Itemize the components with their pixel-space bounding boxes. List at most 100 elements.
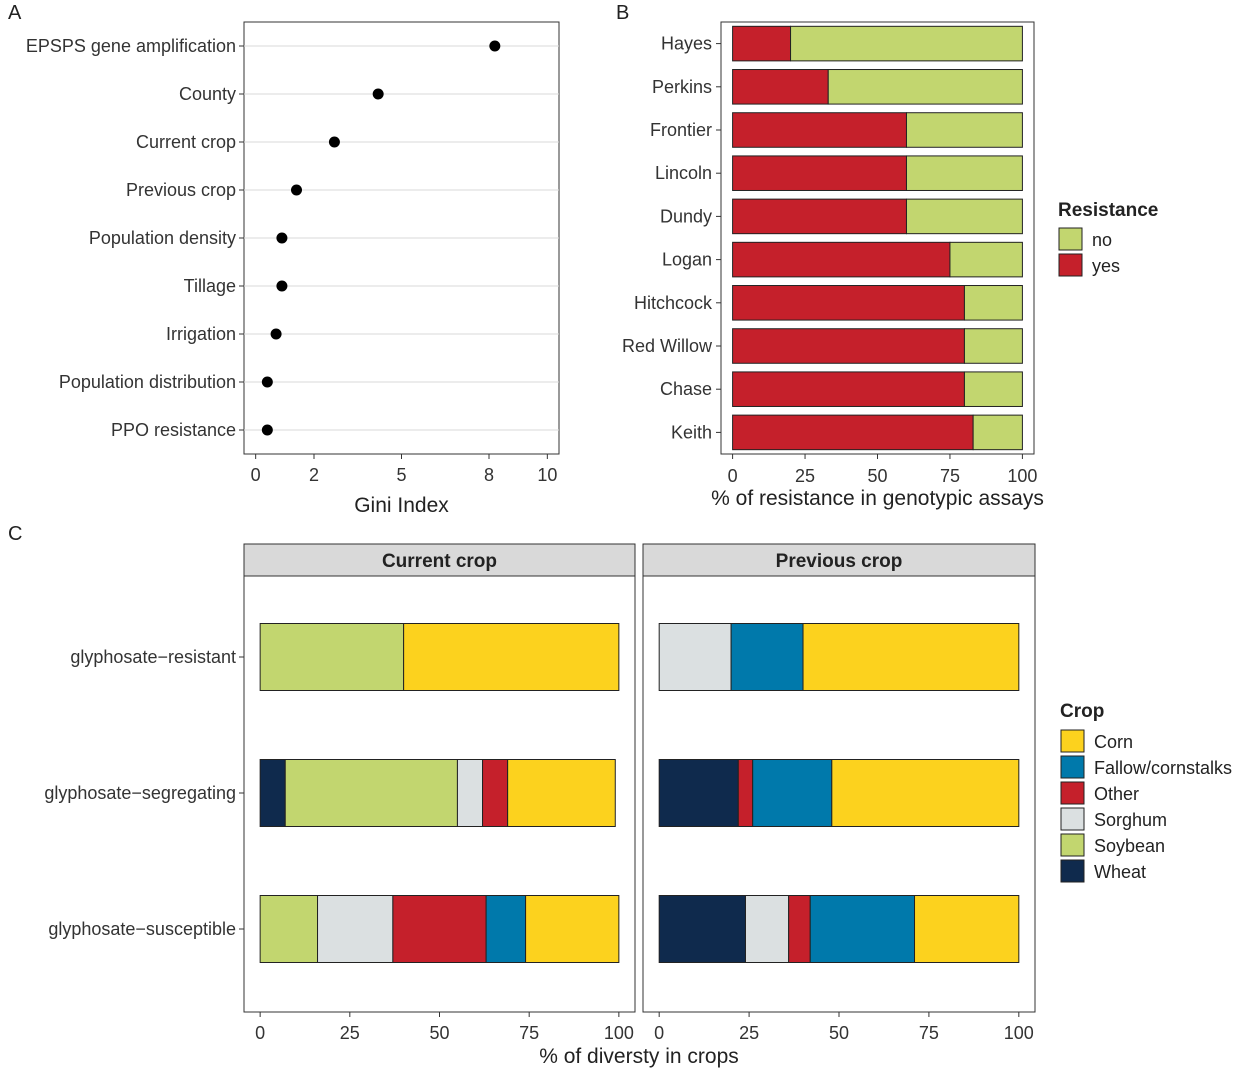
panel-c-bar-previous-crop-glyphosate-segregating-other — [737, 759, 754, 827]
panel-c-label-glyphosate-segregating: glyphosate−segregating — [44, 783, 236, 803]
panel-c-x-tick-label: 100 — [1004, 1023, 1034, 1043]
panel-c-bar-current-crop-glyphosate-segregating-corn — [507, 759, 616, 827]
panel-c-bar-previous-crop-glyphosate-susceptible-sorghum — [744, 895, 790, 963]
panel-c-x-tick-label: 0 — [654, 1023, 664, 1043]
panel-a-x-tick-label: 0 — [251, 465, 261, 485]
panel-b-bar-dundy-yes — [732, 198, 907, 235]
panel-b-legend-title: Resistance — [1058, 200, 1158, 221]
panel-c-bar-previous-crop-glyphosate-resistant-fallow-cornstalks — [730, 623, 804, 691]
panel-b-x-tick-label: 25 — [795, 466, 815, 486]
panel-a-label-ppo-resistance: PPO resistance — [111, 420, 236, 440]
panel-a-x-tick-label: 2 — [309, 465, 319, 485]
panel-b-bar-hayes-no — [790, 25, 1023, 62]
panel-b-resistance-bars: Hayes Perkins Frontier Lincoln Dundy Logan Hit… — [622, 21, 1158, 510]
panel-a-label-county: County — [179, 84, 236, 104]
panel-c-bar-previous-crop-glyphosate-resistant-sorghum — [658, 623, 732, 691]
panel-c-strip-previous-crop — [642, 543, 1036, 577]
panel-b-legend-label-no: no — [1092, 230, 1112, 250]
panel-c-x-tick-label: 100 — [604, 1023, 634, 1043]
panel-label-b: B — [616, 2, 629, 24]
panel-c-x-tick-label: 50 — [829, 1023, 849, 1043]
panel-a-point-county — [372, 88, 384, 100]
panel-a-label-population-distribution: Population distribution — [59, 372, 236, 392]
panel-label-c: C — [8, 523, 22, 545]
panel-c-legend-label-soybean: Soybean — [1094, 836, 1165, 856]
panel-c-legend-swatch-sorghum — [1060, 807, 1085, 831]
panel-b-x-tick-label: 50 — [867, 466, 887, 486]
panel-a-point-previous-crop — [291, 184, 302, 196]
panel-c-bar-current-crop-glyphosate-susceptible-sorghum — [317, 895, 394, 963]
panel-c-legend-swatch-fallow-cornstalks — [1060, 755, 1085, 779]
panel-a-point-epsps-gene-amplification — [489, 40, 501, 52]
panel-b-label-logan: Logan — [662, 250, 712, 270]
panel-c-strip-label-current-crop: Current crop — [382, 551, 497, 572]
panel-b-legend-swatch-yes — [1058, 253, 1083, 277]
panel-c-x-tick-label: 0 — [255, 1023, 265, 1043]
panel-b-bar-perkins-no — [827, 69, 1023, 105]
panel-b-label-lincoln: Lincoln — [655, 163, 712, 183]
panel-c-legend-swatch-corn — [1060, 729, 1085, 753]
panel-b-label-chase: Chase — [660, 379, 712, 399]
panel-a-x-tick-label: 5 — [396, 465, 406, 485]
panel-a-gini-dotplot: EPSPS gene amplification County Current cr… — [26, 21, 560, 517]
panel-c-bar-previous-crop-glyphosate-susceptible-corn — [914, 895, 1020, 963]
panel-c-legend-label-wheat: Wheat — [1094, 862, 1146, 882]
panel-c-legend-label-corn: Corn — [1094, 732, 1133, 752]
panel-b-x-axis-title: % of resistance in genotypic assays — [711, 487, 1044, 510]
panel-c-bar-current-crop-glyphosate-resistant-corn — [403, 623, 620, 691]
panel-c-bar-current-crop-glyphosate-segregating-sorghum — [456, 759, 484, 827]
panel-b-bar-chase-yes — [732, 371, 965, 407]
panel-c-x-tick-label: 75 — [919, 1023, 939, 1043]
panel-c-bar-previous-crop-glyphosate-segregating-corn — [831, 759, 1020, 827]
panel-a-point-ppo-resistance — [261, 424, 273, 436]
panel-b-bar-hayes-yes — [732, 25, 792, 62]
panel-c-bar-current-crop-glyphosate-segregating-wheat — [259, 759, 286, 827]
panel-b-x-tick-label: 100 — [1007, 466, 1037, 486]
panel-c-facet-current-crop: Current crop 0 25 50 75 100 — [243, 543, 636, 1043]
panel-c-bar-current-crop-glyphosate-susceptible-other — [392, 895, 487, 963]
panel-b-bar-logan-yes — [732, 241, 951, 278]
panel-a-point-current-crop — [328, 136, 340, 148]
panel-c-legend-label-other: Other — [1094, 784, 1139, 804]
panel-b-bar-hitchcock-no — [963, 285, 1023, 321]
panel-label-a: A — [8, 2, 22, 24]
panel-a-point-irrigation — [270, 328, 282, 340]
panel-c-bar-current-crop-glyphosate-susceptible-soybean — [259, 895, 319, 963]
panel-b-bar-lincoln-yes — [732, 155, 907, 191]
panel-b-label-frontier: Frontier — [650, 120, 712, 140]
panel-c-label-glyphosate-resistant: glyphosate−resistant — [70, 647, 236, 667]
panel-b-bar-keith-no — [972, 414, 1023, 451]
panel-b-label-red-willow: Red Willow — [622, 336, 713, 356]
panel-b-label-hayes: Hayes — [661, 34, 712, 54]
panel-b-legend-label-yes: yes — [1092, 256, 1120, 276]
panel-c-bar-previous-crop-glyphosate-segregating-wheat — [658, 759, 739, 827]
panel-b-bar-red-willow-yes — [732, 328, 965, 364]
panel-c-legend-label-sorghum: Sorghum — [1094, 810, 1167, 830]
panel-c-bar-current-crop-glyphosate-segregating-other — [482, 759, 509, 827]
panel-a-label-current-crop: Current crop — [136, 132, 236, 152]
panel-b-x-tick-label: 75 — [940, 466, 960, 486]
panel-c-bar-previous-crop-glyphosate-susceptible-wheat — [658, 895, 746, 963]
panel-a-point-population-density — [276, 232, 288, 244]
panel-c-legend-swatch-soybean — [1060, 833, 1085, 857]
panel-a-label-irrigation: Irrigation — [166, 324, 236, 344]
panel-b-bar-hitchcock-yes — [732, 285, 965, 321]
panel-a-label-population-density: Population density — [89, 228, 236, 248]
panel-b-bar-dundy-no — [905, 198, 1023, 235]
panel-b-label-dundy: Dundy — [660, 206, 712, 226]
panel-c-bar-previous-crop-glyphosate-resistant-corn — [802, 623, 1020, 691]
panel-c-bar-previous-crop-glyphosate-susceptible-other — [788, 895, 811, 963]
panel-a-point-tillage — [276, 280, 288, 292]
panel-c-legend-swatch-wheat — [1060, 859, 1085, 883]
panel-c-bar-current-crop-glyphosate-susceptible-corn — [525, 895, 620, 963]
panel-b-label-keith: Keith — [671, 422, 712, 442]
panel-a-point-population-distribution — [261, 376, 273, 388]
panel-a-label-epsps-gene-amplification: EPSPS gene amplification — [26, 36, 236, 56]
panel-b-bar-logan-no — [949, 241, 1023, 278]
panel-c-x-tick-label: 75 — [519, 1023, 539, 1043]
panel-c-legend-title: Crop — [1060, 701, 1104, 722]
panel-b-bar-chase-no — [963, 371, 1023, 407]
panel-b-bar-lincoln-no — [905, 155, 1023, 191]
panel-c-bar-previous-crop-glyphosate-segregating-fallow-cornstalks — [752, 759, 833, 827]
